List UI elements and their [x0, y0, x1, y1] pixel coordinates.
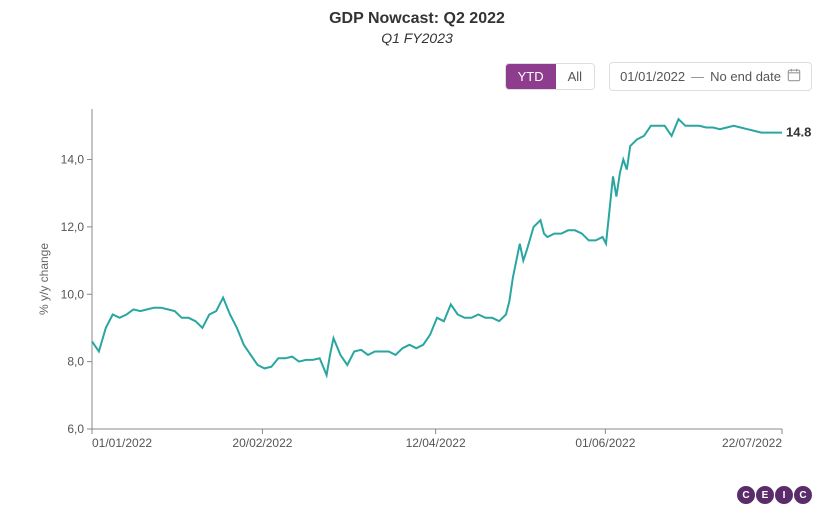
range-all-button[interactable]: All — [556, 64, 594, 89]
logo-letter: C — [737, 486, 755, 504]
y-axis-label: % y/y change — [37, 243, 51, 315]
svg-text:20/02/2022: 20/02/2022 — [232, 436, 292, 450]
logo-letter: E — [756, 486, 774, 504]
svg-text:01/01/2022: 01/01/2022 — [92, 436, 152, 450]
range-buttons: YTD All — [505, 63, 595, 90]
date-end: No end date — [710, 69, 781, 84]
chart-header: GDP Nowcast: Q2 2022 Q1 FY2023 — [0, 0, 834, 46]
date-range-picker[interactable]: 01/01/2022 — No end date — [609, 62, 812, 91]
chart-area: % y/y change 6,08,010,012,014,001/01/202… — [52, 99, 812, 459]
svg-text:01/06/2022: 01/06/2022 — [575, 436, 635, 450]
line-chart: 6,0 8,0 10,0 12,0 14,0 01/01/2022 20/02/2022 12… — [52, 99, 812, 459]
svg-text:12,0: 12,0 — [61, 220, 85, 234]
chart-subtitle: Q1 FY2023 — [0, 30, 834, 46]
logo-letter: I — [775, 486, 793, 504]
svg-text:22/07/2022: 22/07/2022 — [722, 436, 782, 450]
range-ytd-button[interactable]: YTD — [506, 64, 556, 89]
svg-text:10,0: 10,0 — [61, 287, 85, 301]
svg-text:8,0: 8,0 — [67, 355, 84, 369]
ceic-logo: C E I C — [737, 486, 812, 504]
chart-title: GDP Nowcast: Q2 2022 — [0, 10, 834, 28]
calendar-icon — [787, 68, 801, 85]
date-separator: — — [691, 69, 704, 84]
svg-text:14.8: 14.8 — [786, 125, 811, 140]
logo-letter: C — [794, 486, 812, 504]
svg-text:6,0: 6,0 — [67, 422, 84, 436]
svg-text:12/04/2022: 12/04/2022 — [406, 436, 466, 450]
date-start: 01/01/2022 — [620, 69, 685, 84]
svg-text:14,0: 14,0 — [61, 153, 85, 167]
controls-bar: YTD All 01/01/2022 — No end date — [0, 46, 834, 99]
